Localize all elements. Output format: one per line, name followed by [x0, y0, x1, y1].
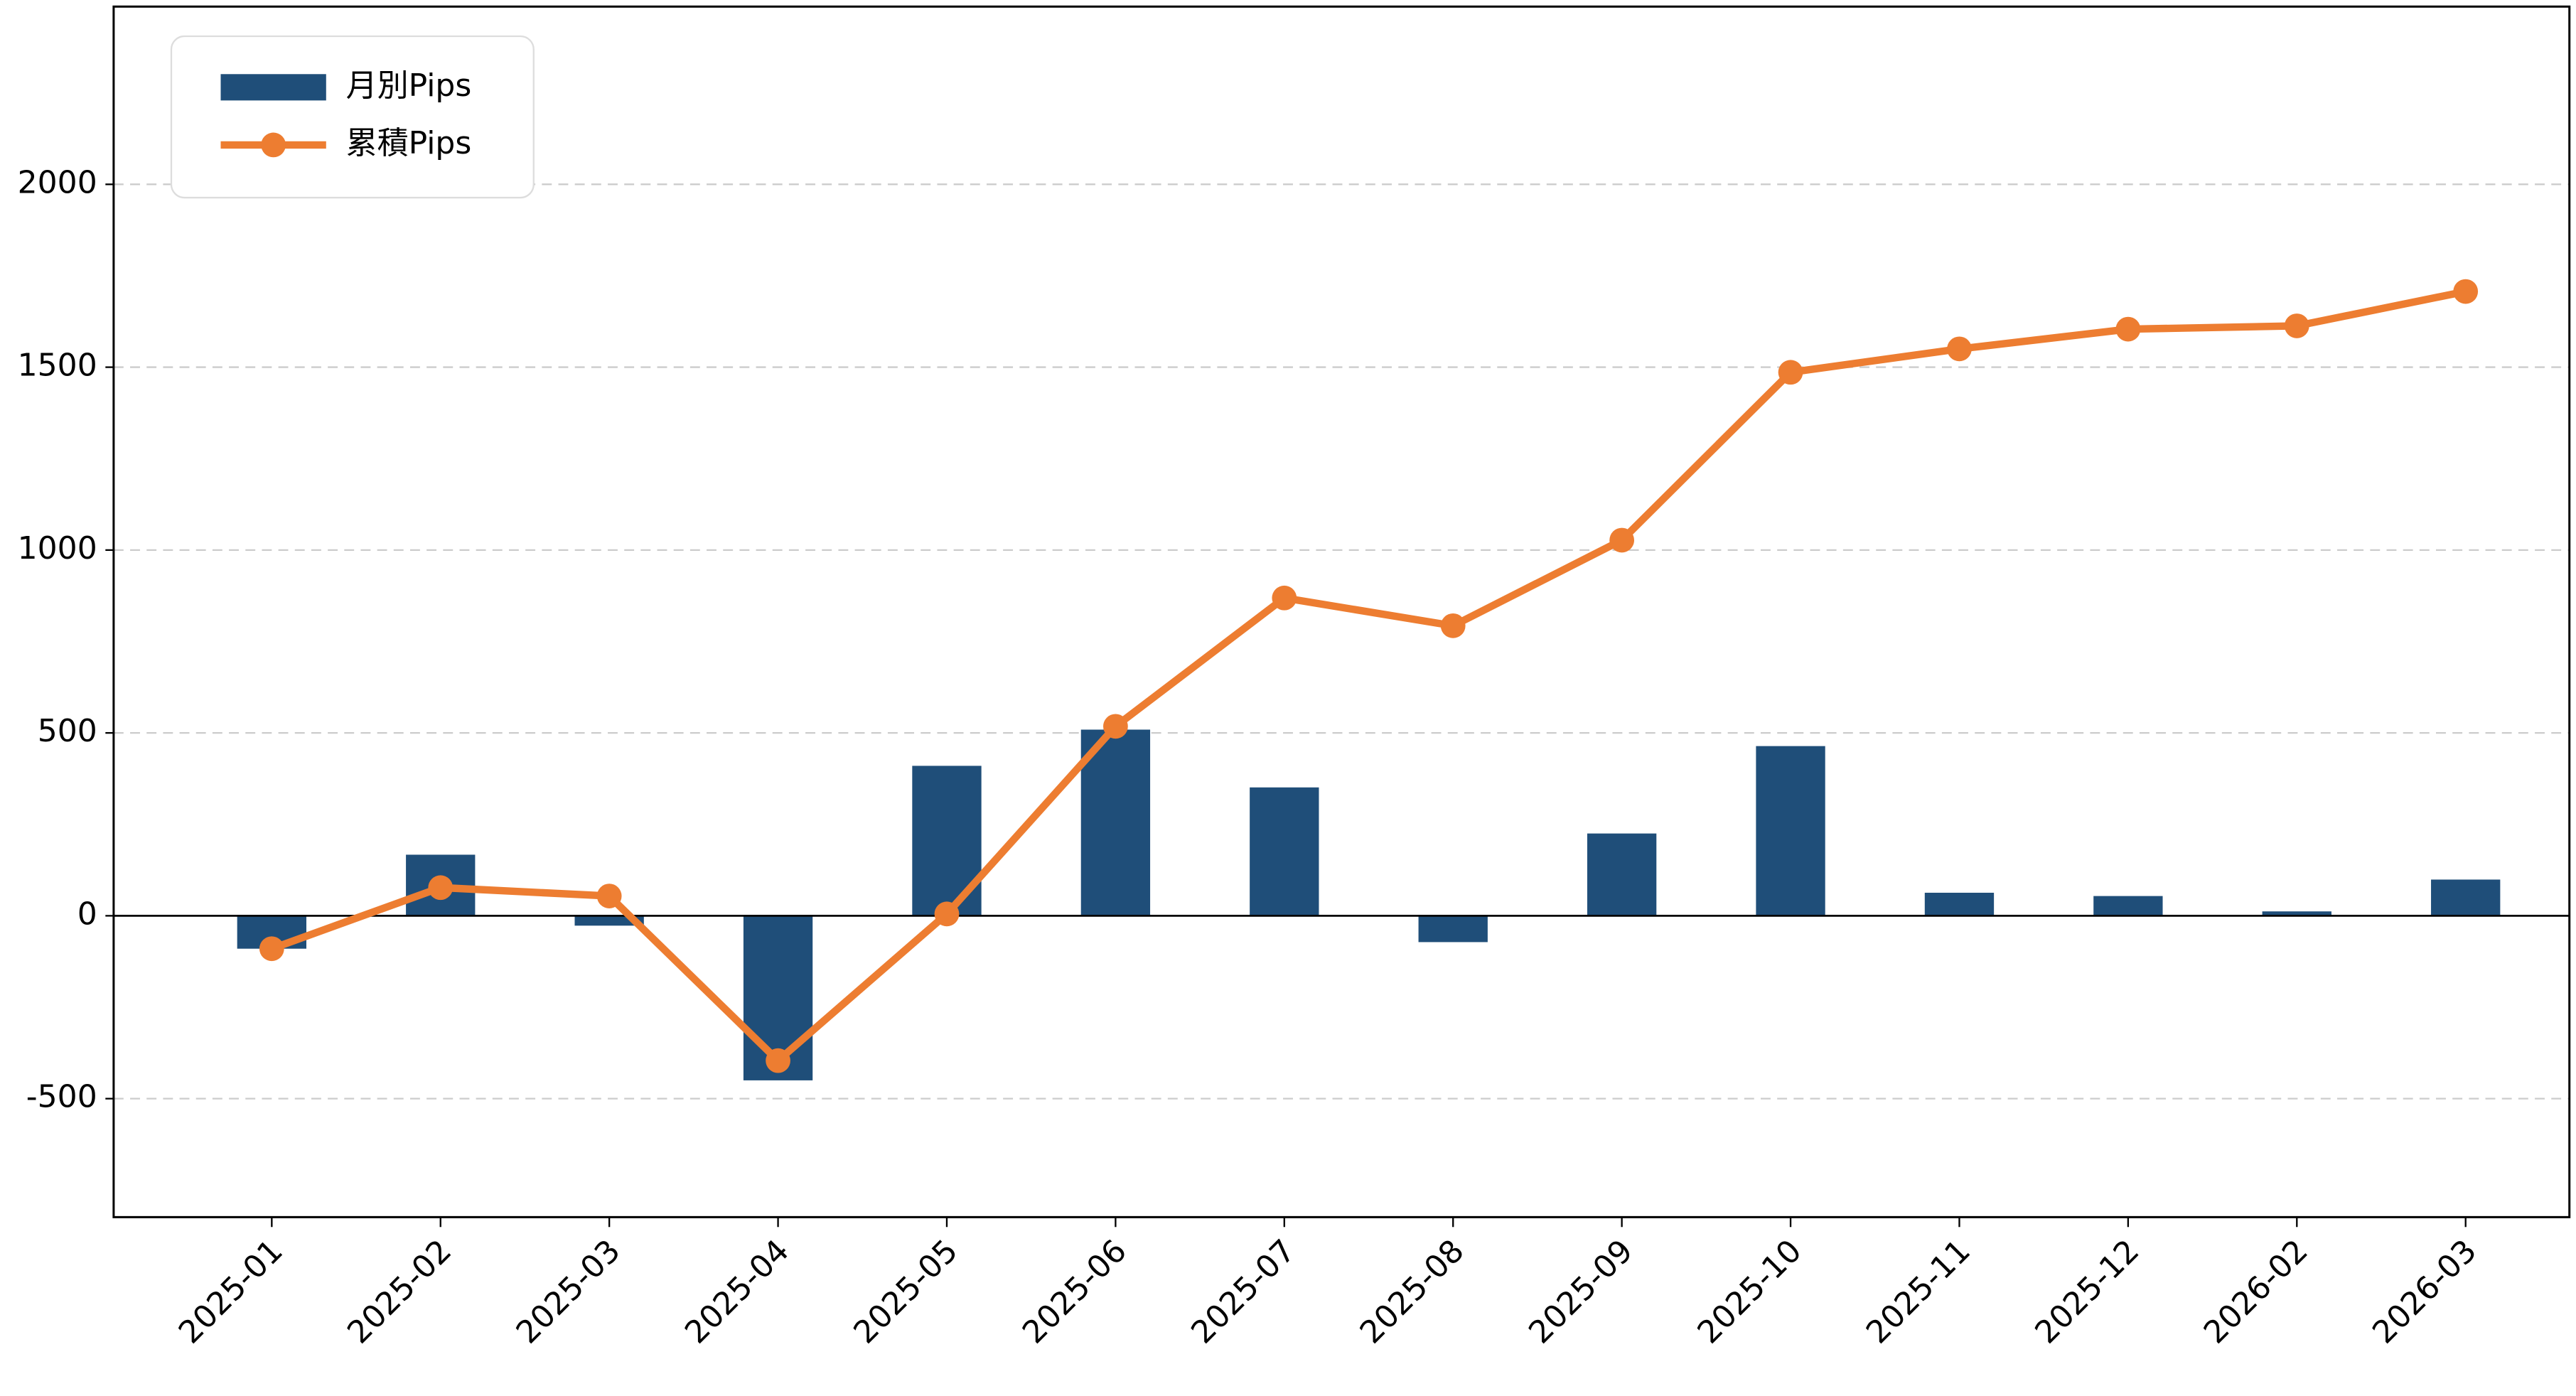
- marker: [2284, 313, 2309, 338]
- marker: [1947, 336, 1972, 362]
- y-tick-label: -500: [26, 1079, 97, 1115]
- legend-label: 累積Pips: [346, 125, 472, 161]
- line: [270, 287, 2467, 1065]
- marker: [1440, 613, 1466, 638]
- x-tick-label: 2025-05: [847, 1233, 965, 1351]
- marker: [428, 875, 454, 901]
- marker: [766, 1048, 790, 1073]
- marker: [1778, 360, 1803, 385]
- marker: [1103, 714, 1128, 739]
- x-tick-label: 2025-10: [1690, 1233, 1808, 1351]
- bar: [1756, 746, 1825, 916]
- bar: [1250, 787, 1319, 916]
- marker: [259, 936, 284, 962]
- bar: [1418, 916, 1488, 943]
- marker: [2115, 316, 2141, 342]
- x-tick-label: 2025-07: [1184, 1233, 1302, 1351]
- bar: [912, 766, 982, 916]
- bar: [2262, 911, 2331, 916]
- y-tick-label: 2000: [18, 164, 97, 200]
- x-tick-label: 2025-12: [2028, 1233, 2146, 1351]
- plot-frame: [112, 5, 2571, 1218]
- marker: [1609, 527, 1635, 553]
- x-tick-label: 2025-06: [1016, 1233, 1134, 1351]
- bar: [1080, 729, 1151, 916]
- marker: [2453, 279, 2479, 304]
- x-tick-label: 2025-01: [172, 1233, 290, 1351]
- marker: [934, 901, 960, 927]
- legend-label: 月別Pips: [346, 68, 472, 104]
- bar: [1924, 892, 1995, 916]
- bar: [2431, 879, 2501, 916]
- marker: [1272, 585, 1297, 611]
- y-tick-label: 1500: [18, 348, 97, 384]
- legend-swatch: [220, 74, 326, 101]
- x-tick-label: 2025-09: [1522, 1233, 1640, 1351]
- bar: [2093, 896, 2163, 916]
- x-tick-label: 2025-02: [340, 1233, 458, 1351]
- x-tick-label: 2026-02: [2197, 1233, 2315, 1351]
- marker: [596, 884, 622, 908]
- y-tick-label: 500: [38, 713, 97, 749]
- legend-marker: [261, 132, 286, 158]
- bar: [1587, 833, 1657, 916]
- x-tick-label: 2026-03: [2366, 1233, 2484, 1351]
- x-tick-label: 2025-11: [1859, 1233, 1977, 1351]
- x-tick-label: 2025-03: [510, 1233, 628, 1351]
- x-tick-label: 2025-08: [1353, 1233, 1471, 1351]
- legend-box: [170, 35, 535, 199]
- x-tick-label: 2025-04: [678, 1233, 796, 1351]
- y-tick-label: 1000: [18, 530, 97, 567]
- bar: [574, 916, 644, 926]
- y-tick-label: 0: [77, 896, 97, 932]
- legend: 月別Pips 累積Pips: [170, 35, 535, 199]
